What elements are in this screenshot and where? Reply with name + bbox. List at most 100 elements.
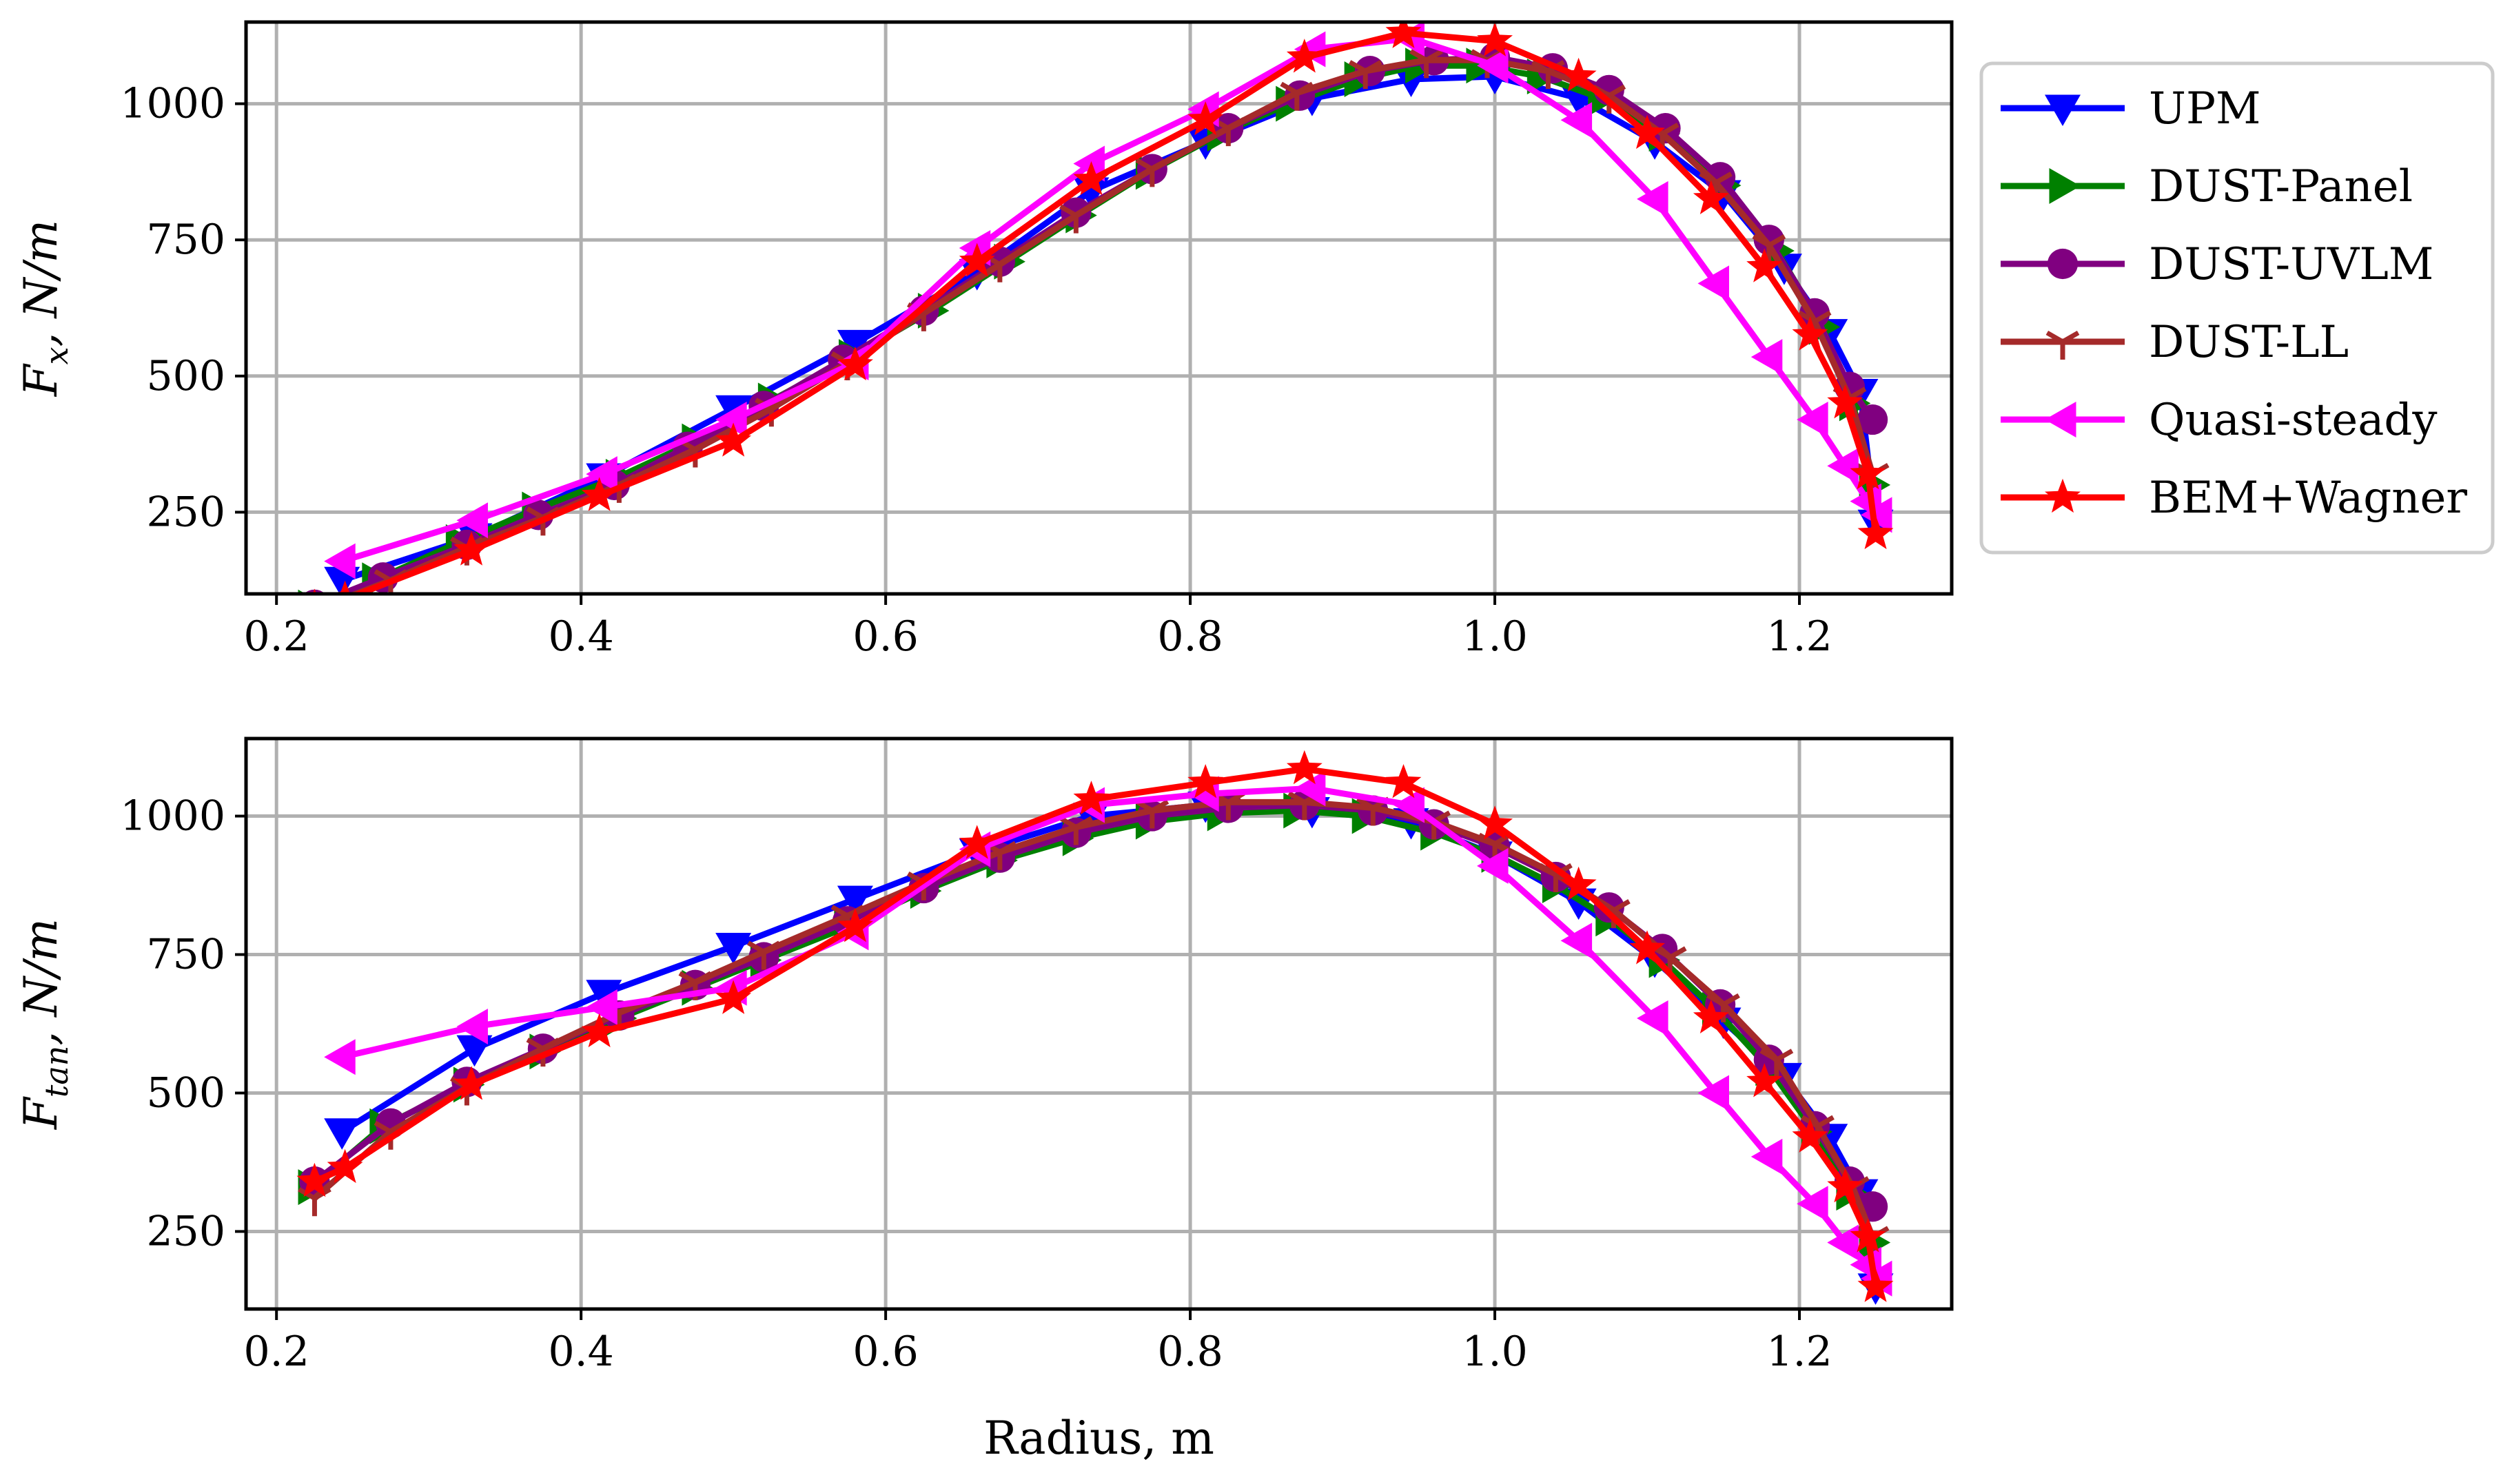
legend-entry-bem-wagner: BEM+Wagner <box>2001 473 2467 524</box>
data-point-dust-uvlm <box>1650 113 1681 144</box>
legend-entry-dust-ll: DUST-LL <box>2001 317 2349 368</box>
data-point-quasi-steady <box>324 1039 356 1075</box>
data-point-bem-wagner <box>1286 750 1323 785</box>
data-point-upm <box>586 980 622 1011</box>
data-point-bem-wagner <box>581 1013 617 1048</box>
legend-label: DUST-Panel <box>2149 161 2413 212</box>
data-point-bem-wagner <box>327 1148 363 1184</box>
x-tick-label: 1.2 <box>1766 1328 1832 1376</box>
data-point-bem-wagner <box>1187 101 1224 136</box>
data-point-bem-wagner <box>453 531 489 566</box>
data-point-quasi-steady <box>715 402 747 438</box>
data-point-bem-wagner <box>1693 999 1729 1033</box>
data-point-bem-wagner <box>1857 515 1894 550</box>
data-point-quasi-steady <box>1750 1138 1783 1175</box>
data-point-bem-wagner <box>1629 930 1665 965</box>
x-tick-label: 0.6 <box>852 612 918 661</box>
data-point-quasi-steady <box>1393 787 1425 823</box>
data-point-quasi-steady <box>586 989 617 1025</box>
data-point-quasi-steady <box>1294 770 1326 807</box>
data-point-bem-wagner <box>1792 316 1828 351</box>
data-point-quasi-steady <box>586 456 617 493</box>
data-point-quasi-steady <box>1294 31 1326 68</box>
x-tick-label: 0.4 <box>548 612 613 661</box>
data-point-bem-wagner <box>1629 114 1665 150</box>
data-point-bem-wagner <box>1477 805 1513 840</box>
data-point-dust-ll <box>1409 49 1443 79</box>
data-point-bem-wagner <box>1073 781 1110 815</box>
data-point-bem-wagner <box>1827 1168 1863 1203</box>
data-point-bem-wagner <box>1286 39 1323 73</box>
data-point-quasi-steady <box>324 543 356 579</box>
data-point-quasi-steady <box>456 502 488 539</box>
legend-label: Quasi-steady <box>2149 395 2438 446</box>
data-point-dust-ll <box>1280 81 1314 111</box>
series-line-bem-wagner <box>313 765 1879 1288</box>
y-tick-label: 250 <box>146 1207 225 1255</box>
y-tick-label: 250 <box>146 488 225 536</box>
y-tick-label: 1000 <box>120 80 225 128</box>
data-point-quasi-steady <box>1827 1224 1859 1261</box>
data-point-dust-ll <box>1059 816 1093 845</box>
data-point-dust-ll <box>1059 204 1093 234</box>
data-point-bem-wagner <box>1827 384 1863 419</box>
data-point-bem-wagner <box>1857 1268 1894 1302</box>
plot-area <box>296 750 1894 1305</box>
data-point-bem-wagner <box>1792 1118 1828 1153</box>
data-point-upm <box>456 1035 493 1067</box>
legend-entry-quasi-steady: Quasi-steady <box>2001 395 2438 446</box>
data-point-bem-wagner <box>837 346 873 381</box>
data-point-dust-uvlm <box>1857 404 1888 435</box>
data-point-quasi-steady <box>1697 265 1729 302</box>
legend-label: DUST-LL <box>2149 317 2349 368</box>
bottom-chart: 0.2 0.4 0.6 0.8 1.0 1.2 250 500 750 1000 Ftan, N/m… <box>14 736 1954 1465</box>
data-point-quasi-steady <box>1827 448 1859 484</box>
legend-marker-dust-uvlm <box>2047 248 2079 280</box>
data-point-bem-wagner <box>1850 1218 1886 1253</box>
x-tick-label: 0.8 <box>1157 1328 1223 1376</box>
data-point-quasi-steady <box>1637 181 1668 217</box>
x-tick-label: 0.2 <box>243 1328 309 1376</box>
data-point-bem-wagner <box>1693 180 1729 214</box>
data-point-bem-wagner <box>1746 248 1783 282</box>
data-point-bem-wagner <box>837 908 873 942</box>
data-point-quasi-steady <box>1477 48 1509 84</box>
data-point-bem-wagner <box>1385 22 1422 48</box>
data-point-quasi-steady <box>1697 1075 1729 1111</box>
data-point-dust-ll <box>1759 1049 1794 1078</box>
data-point-quasi-steady <box>1797 402 1828 438</box>
data-point-bem-wagner <box>1385 764 1422 798</box>
data-point-quasi-steady <box>1073 145 1105 182</box>
legend-marker-dust-ll <box>2045 330 2080 360</box>
data-point-upm <box>324 1118 360 1150</box>
y-tick-label: 1000 <box>120 792 225 841</box>
data-point-bem-wagner <box>959 825 995 859</box>
series-quasi-steady <box>324 770 1892 1297</box>
x-tick-label: 1.0 <box>1462 1328 1527 1376</box>
data-point-bem-wagner <box>1850 455 1886 490</box>
data-point-bem-wagner <box>327 580 363 594</box>
data-point-quasi-steady <box>456 1009 488 1045</box>
data-point-quasi-steady <box>1637 1000 1668 1036</box>
data-point-upm <box>837 329 873 362</box>
series-bem-wagner <box>296 750 1894 1302</box>
x-tick-label: 1.2 <box>1766 612 1832 661</box>
data-point-quasi-steady <box>1750 339 1783 375</box>
top-chart: 0.2 0.4 0.6 0.8 1.0 1.2 250 500 750 1000 Fx, N/m <box>14 20 1954 661</box>
legend-marker-quasi-steady <box>2045 402 2076 437</box>
legend-entry-dust-uvlm: DUST-UVLM <box>2001 239 2433 290</box>
data-point-bem-wagner <box>715 980 752 1014</box>
data-point-bem-wagner <box>1073 161 1110 196</box>
y-axis-label: Fx, N/m <box>14 220 75 397</box>
x-tick-label: 0.8 <box>1157 612 1223 661</box>
legend: UPM DUST-Panel DUST-UVLM DUST-LL Quasi-stead… <box>1979 61 2495 555</box>
x-tick-label: 0.6 <box>852 1328 918 1376</box>
legend-label: UPM <box>2149 83 2261 134</box>
y-axis-label: Ftan, N/m <box>14 918 75 1130</box>
data-point-bem-wagner <box>1560 866 1597 901</box>
data-point-quasi-steady <box>1797 1186 1828 1222</box>
data-point-quasi-steady <box>1477 847 1509 884</box>
series-dust-ll <box>298 791 1890 1255</box>
x-tick-label: 0.4 <box>548 1328 613 1376</box>
